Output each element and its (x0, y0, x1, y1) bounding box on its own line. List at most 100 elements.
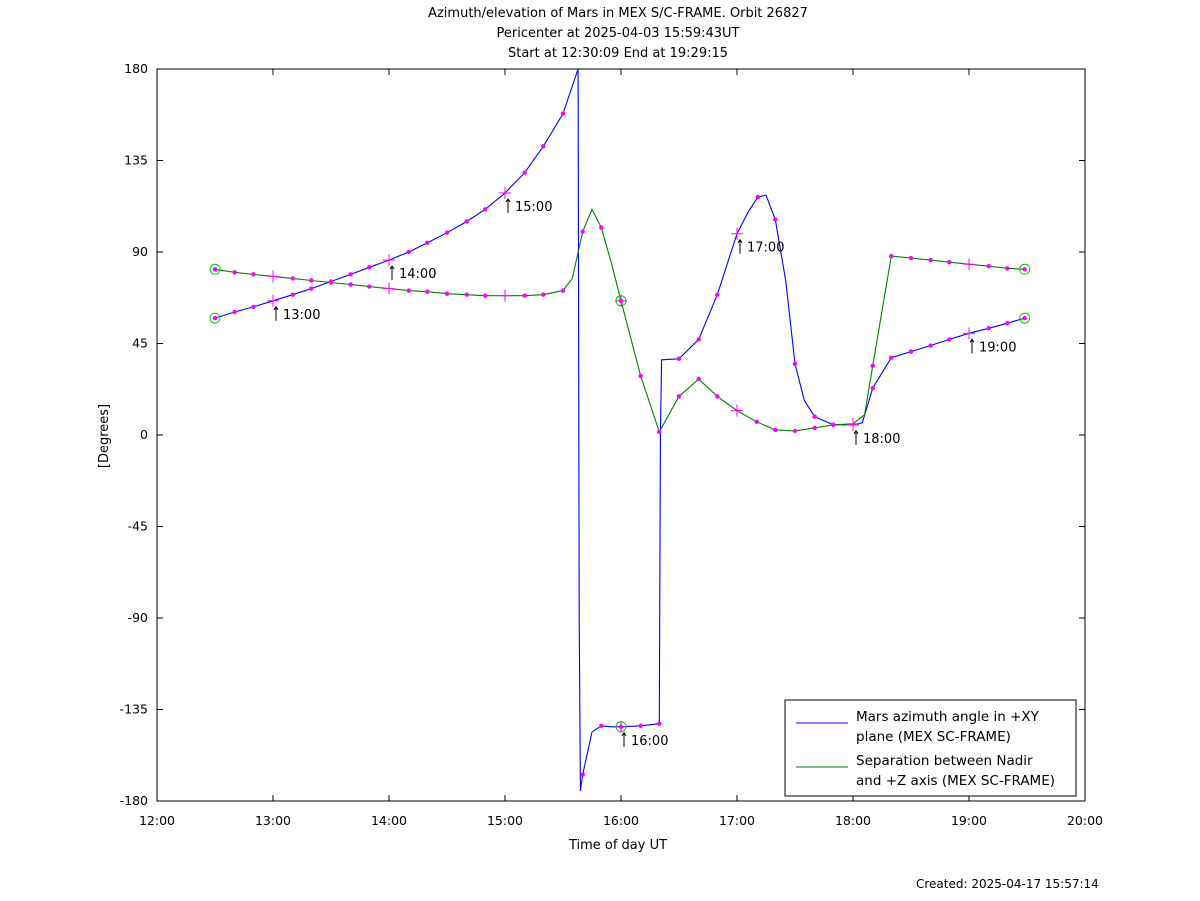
x-tick-label: 17:00 (719, 813, 755, 828)
data-point-marker (367, 265, 372, 270)
hour-mark-plus (499, 289, 511, 302)
time-annotation-label: 15:00 (515, 200, 552, 215)
data-point-marker (483, 293, 488, 298)
time-annotation-label: 17:00 (747, 241, 784, 256)
endpoint-circle (615, 721, 627, 733)
time-annotation-label: 13:00 (283, 308, 320, 323)
data-point-marker (928, 257, 933, 263)
legend-label-azimuth-line1: Mars azimuth angle in +XY (856, 709, 1040, 725)
time-annotation-arrow (853, 429, 859, 445)
y-tick-label: 135 (124, 153, 148, 168)
data-point-marker (309, 286, 314, 291)
legend-label-separation-line1: Separation between Nadir (856, 753, 1033, 769)
hour-mark-plus (963, 327, 975, 340)
data-point-marker (755, 194, 761, 200)
x-tick-label: 18:00 (835, 813, 871, 828)
hour-mark-plus (267, 294, 279, 307)
hour-mark-plus (963, 258, 975, 271)
x-tick-label: 16:00 (603, 813, 639, 828)
endpoint-circle (1019, 312, 1031, 324)
data-point-marker (290, 292, 295, 297)
data-point-marker (367, 284, 372, 289)
data-point-marker (483, 207, 488, 212)
data-point-marker (328, 280, 334, 285)
time-annotation-label: 16:00 (631, 734, 668, 749)
data-point-marker (522, 170, 527, 175)
data-point-marker (696, 337, 701, 342)
series-markers (209, 111, 1031, 777)
data-point-marker (599, 723, 604, 728)
data-point-marker (812, 414, 817, 419)
data-point-marker (986, 264, 991, 269)
legend-box (784, 699, 1077, 797)
chart-subtitle-start-end: Start at 12:30:09 End at 19:29:15 (508, 46, 728, 61)
hour-mark-plus (499, 187, 511, 200)
axis-tick-labels: 12:00 13:00 14:00 15:00 16:00 17:00 18:00 19:00… (120, 61, 1103, 828)
y-tick-label: 45 (132, 336, 148, 351)
data-point-marker (406, 288, 411, 293)
data-point-marker (251, 272, 256, 277)
data-point-marker (290, 276, 295, 281)
data-point-marker (812, 425, 817, 431)
created-timestamp: Created: 2025-04-17 15:57:14 (916, 877, 1099, 891)
data-point-marker (715, 394, 720, 399)
data-point-marker (696, 376, 701, 382)
series-line-separation (214, 207, 1025, 434)
endpoint-dot (1022, 267, 1027, 272)
y-tick-label: 90 (132, 244, 148, 259)
hour-mark-plus (731, 404, 743, 417)
data-point-marker (522, 293, 527, 298)
data-point-marker (676, 394, 682, 399)
axis-ticks (156, 68, 1086, 802)
time-annotation-label: 19:00 (979, 340, 1016, 355)
endpoint-circle (615, 295, 627, 307)
chart-title: Azimuth/elevation of Mars in MEX S/C-FRA… (428, 6, 808, 21)
y-tick-label: 180 (124, 61, 148, 76)
data-point-marker (232, 270, 237, 275)
time-annotation-arrow (737, 238, 743, 254)
data-point-marker (580, 772, 585, 777)
data-point-marker (657, 721, 662, 726)
y-tick-label: -45 (128, 519, 148, 534)
data-point-marker (599, 225, 604, 230)
hour-mark-plus (383, 254, 395, 267)
data-point-marker (560, 288, 566, 293)
data-point-marker (908, 255, 914, 261)
series-line-azimuth (214, 68, 1025, 791)
data-point-marker (889, 253, 894, 259)
endpoint-dot (1022, 315, 1027, 321)
time-annotation-arrow (389, 265, 395, 281)
data-point-marker (464, 219, 469, 224)
time-annotation-label: 18:00 (863, 432, 900, 447)
data-point-marker (251, 304, 256, 310)
endpoint-circle (1019, 263, 1031, 275)
y-tick-label: -135 (120, 702, 148, 717)
data-point-marker (792, 361, 798, 367)
x-tick-label: 14:00 (371, 813, 407, 828)
data-point-marker (444, 291, 450, 296)
hour-mark-plus (731, 227, 743, 240)
time-annotation-arrow (969, 338, 975, 354)
endpoint-dot (212, 315, 218, 321)
data-point-marker (928, 343, 933, 348)
y-tick-label: 0 (140, 427, 148, 442)
data-point-marker (870, 386, 875, 391)
endpoint-circle (209, 263, 221, 275)
legend: Mars azimuth angle in +XY plane (MEX SC-… (784, 699, 1077, 797)
data-point-marker (348, 282, 353, 287)
chart-subtitle-pericenter: Pericenter at 2025-04-03 15:59:43UT (496, 26, 739, 41)
data-point-marker (908, 349, 914, 354)
y-tick-label: -90 (128, 610, 148, 625)
data-point-marker (1005, 266, 1010, 271)
data-point-marker (638, 373, 643, 379)
data-point-marker (425, 289, 430, 294)
data-point-marker (754, 419, 759, 424)
series-lines (214, 68, 1025, 791)
endpoint-circle (209, 312, 221, 324)
x-axis-label: Time of day UT (568, 838, 667, 853)
data-point-marker (831, 422, 836, 428)
data-point-marker (560, 111, 566, 116)
data-point-marker (425, 240, 430, 246)
data-point-marker (232, 309, 237, 315)
